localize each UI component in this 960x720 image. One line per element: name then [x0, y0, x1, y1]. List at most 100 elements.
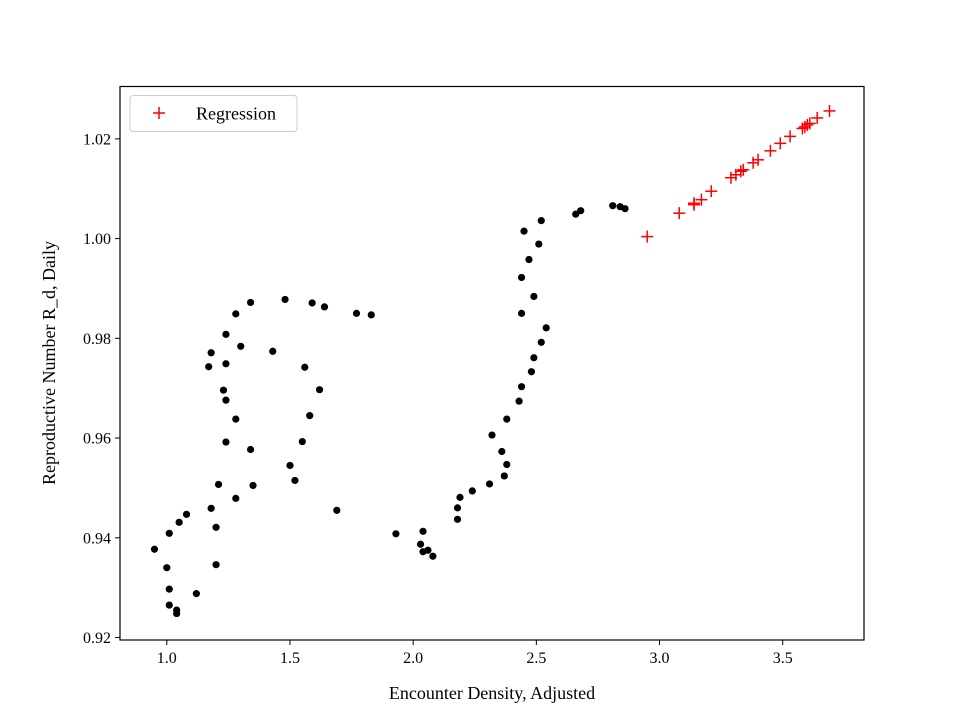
data-point [498, 447, 506, 456]
data-point [214, 480, 223, 489]
x-tick-label: 2.0 [403, 650, 423, 667]
data-point [525, 255, 533, 264]
data-point [530, 354, 538, 362]
data-point [308, 299, 316, 307]
legend: Regression [129, 95, 298, 132]
plot-frame-background [120, 86, 864, 640]
data-point [517, 273, 526, 282]
data-point [537, 217, 545, 225]
data-point [500, 472, 508, 480]
data-point [205, 363, 213, 371]
data-point [333, 506, 341, 514]
data-point [150, 545, 159, 553]
data-point [246, 445, 255, 454]
legend-label-regression: Regression [196, 104, 276, 124]
x-axis-label: Encounter Density, Adjusted [389, 683, 595, 703]
data-point [577, 207, 585, 215]
x-axis: 1.0 1.5 2.0 2.5 3.0 3.5 [157, 640, 793, 667]
regression-point [764, 144, 777, 157]
data-point [232, 415, 240, 423]
data-point [291, 476, 299, 485]
y-axis: 0.92 0.94 0.96 0.98 1.00 1.02 [83, 131, 120, 647]
data-point [392, 530, 400, 538]
regression-point [688, 197, 701, 210]
data-point [249, 481, 257, 490]
data-point [207, 349, 215, 357]
data-point [212, 523, 220, 531]
data-point [609, 202, 617, 210]
y-tick-label: 0.96 [83, 431, 111, 448]
data-point [542, 324, 550, 332]
data-point [416, 540, 425, 548]
data-point [429, 552, 437, 560]
data-point [535, 240, 543, 248]
data-point [298, 437, 306, 446]
data-point [367, 311, 375, 319]
data-point [352, 309, 361, 317]
plot-frame [119, 85, 865, 641]
data-point [468, 487, 476, 495]
regression-point [811, 111, 824, 124]
data-point [165, 601, 173, 609]
data-point [163, 564, 171, 572]
regression-point [752, 153, 765, 166]
regression-point [747, 156, 760, 169]
data-point [515, 397, 523, 405]
data-point [165, 585, 173, 593]
y-axis-label: Reproductive Number R_d, Daily [39, 241, 59, 485]
y-tick-label: 1.00 [83, 231, 111, 248]
data-point [165, 529, 173, 537]
x-tick-label: 1.0 [157, 650, 177, 667]
x-tick-label: 3.5 [773, 650, 793, 667]
data-point [269, 347, 277, 355]
data-point [182, 510, 191, 518]
regression-point [803, 117, 816, 130]
data-point [306, 412, 314, 420]
data-point [453, 504, 462, 512]
data-point [173, 609, 181, 618]
legend-plus-marker [153, 107, 165, 119]
legend-box [129, 95, 298, 132]
data-point [212, 561, 220, 569]
y-tick-label: 0.92 [83, 630, 111, 647]
plot-area [119, 85, 865, 641]
data-point [621, 205, 629, 213]
data-point [503, 415, 511, 423]
regression-point [734, 165, 747, 178]
data-point [488, 431, 496, 439]
regression-point [801, 118, 814, 131]
x-tick-label: 1.5 [280, 650, 300, 667]
data-point [286, 461, 294, 470]
data-point [315, 386, 324, 394]
legend-marker-regression [153, 107, 165, 119]
data-point [301, 363, 309, 371]
data-point [485, 480, 494, 488]
data-point [232, 494, 240, 502]
regression-point [705, 185, 718, 198]
data-point [281, 295, 289, 304]
data-point [527, 368, 536, 376]
regression-point [784, 130, 797, 143]
data-point [517, 309, 526, 317]
data-point [237, 342, 245, 350]
data-point [222, 438, 230, 446]
y-tick-label: 0.94 [83, 530, 111, 547]
data-point [503, 460, 511, 469]
data-point [232, 310, 240, 318]
y-tick-label: 0.98 [83, 331, 111, 348]
data-point [219, 386, 228, 394]
data-point [424, 546, 432, 554]
data-point [222, 330, 230, 338]
data-marks [150, 104, 836, 618]
data-point [456, 493, 464, 501]
x-tick-label: 3.0 [650, 650, 670, 667]
data-point [419, 527, 427, 535]
data-point [517, 383, 526, 391]
data-point [453, 515, 462, 523]
regression-point [737, 163, 750, 176]
data-point [222, 360, 230, 368]
regression-point [774, 137, 787, 150]
regression-point [823, 104, 836, 117]
regression-point [695, 193, 708, 206]
